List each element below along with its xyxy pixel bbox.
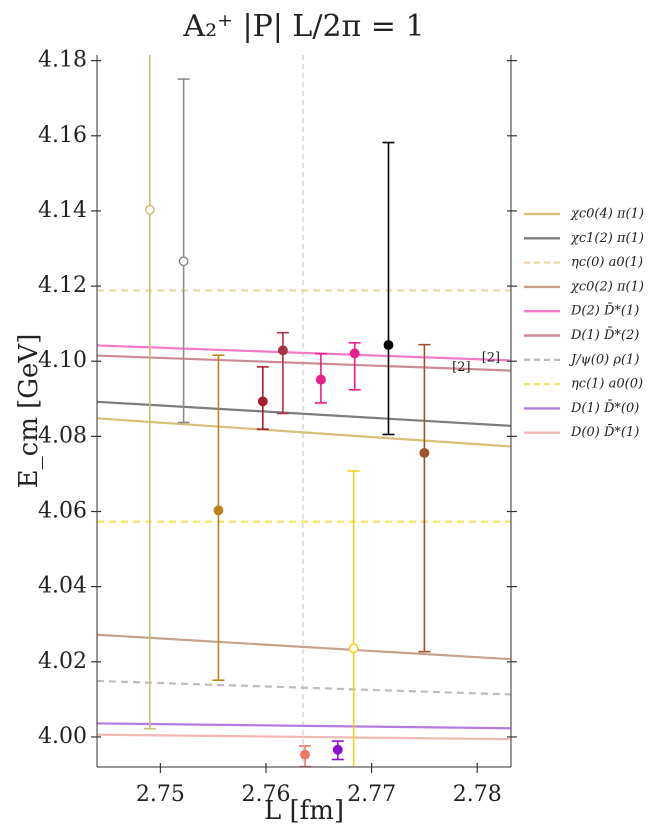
mask-top [0, 0, 652, 55]
chart-title: A₂⁺ |P| L/2π = 1 [182, 9, 424, 44]
data-point-5 [300, 749, 311, 760]
y-tick-label-2: 4.04 [38, 574, 87, 599]
x-tick-label-0: 2.75 [136, 782, 185, 807]
x-tick-label-2: 2.77 [347, 782, 396, 807]
legend-label-4: D(2) D̄*(1) [570, 302, 639, 318]
data-point-11 [419, 447, 430, 458]
legend-label-9: D(0) D̄*(1) [570, 424, 639, 440]
data-point-4 [277, 345, 288, 356]
x-axis-title: L [fm] [264, 796, 344, 826]
legend-label-8: D(1) D̄*(0) [570, 400, 639, 416]
curve-line-8 [96, 722, 512, 730]
x-tick-label-1: 2.76 [241, 782, 290, 807]
data-point-10 [383, 340, 394, 351]
data-point-7 [332, 744, 343, 755]
y-tick-label-0: 4.00 [38, 724, 87, 749]
duplicate-label-0: [2] [482, 351, 500, 366]
data-point-3 [257, 396, 268, 407]
legend-label-0: χc0(4) π(1) [570, 207, 644, 222]
data-point-6 [315, 374, 326, 385]
data-point-1 [178, 256, 189, 267]
legend-label-1: χc1(2) π(1) [570, 231, 644, 246]
data-point-0 [144, 204, 155, 215]
y-tick-label-1: 4.02 [38, 649, 87, 674]
mask-bottom [0, 767, 652, 827]
y-tick-label-4: 4.08 [38, 423, 87, 448]
data-point-8 [349, 348, 360, 359]
y-tick-label-7: 4.14 [38, 198, 87, 223]
curve-line-9 [96, 733, 512, 741]
y-tick-label-6: 4.12 [38, 273, 87, 298]
curve-line-5 [96, 354, 512, 372]
legend-label-3: χc0(2) π(1) [570, 279, 644, 294]
legend-label-6: J/ψ(0) ρ(1) [568, 352, 639, 367]
y-tick-label-3: 4.06 [38, 499, 87, 524]
curve-line-4 [96, 344, 512, 362]
y-tick-label-9: 4.18 [38, 48, 87, 73]
data-point-9 [348, 643, 359, 654]
data-point-2 [213, 505, 224, 516]
curve-line-1 [96, 400, 512, 427]
duplicate-label-1: [2] [452, 360, 470, 375]
y-axis-title: E_cm [GeV] [14, 334, 44, 489]
x-tick-label-3: 2.78 [453, 782, 502, 807]
legend-label-7: ηc(1) a0(0) [571, 377, 643, 392]
y-tick-label-5: 4.10 [38, 348, 87, 373]
y-tick-label-8: 4.16 [38, 123, 87, 148]
curve-line-3 [96, 633, 512, 661]
curve-line-6 [96, 679, 512, 696]
curve-line-0 [96, 417, 512, 448]
legend-label-5: D(1) D̄*(2) [570, 327, 639, 343]
legend-label-2: ηc(0) a0(1) [571, 255, 643, 270]
